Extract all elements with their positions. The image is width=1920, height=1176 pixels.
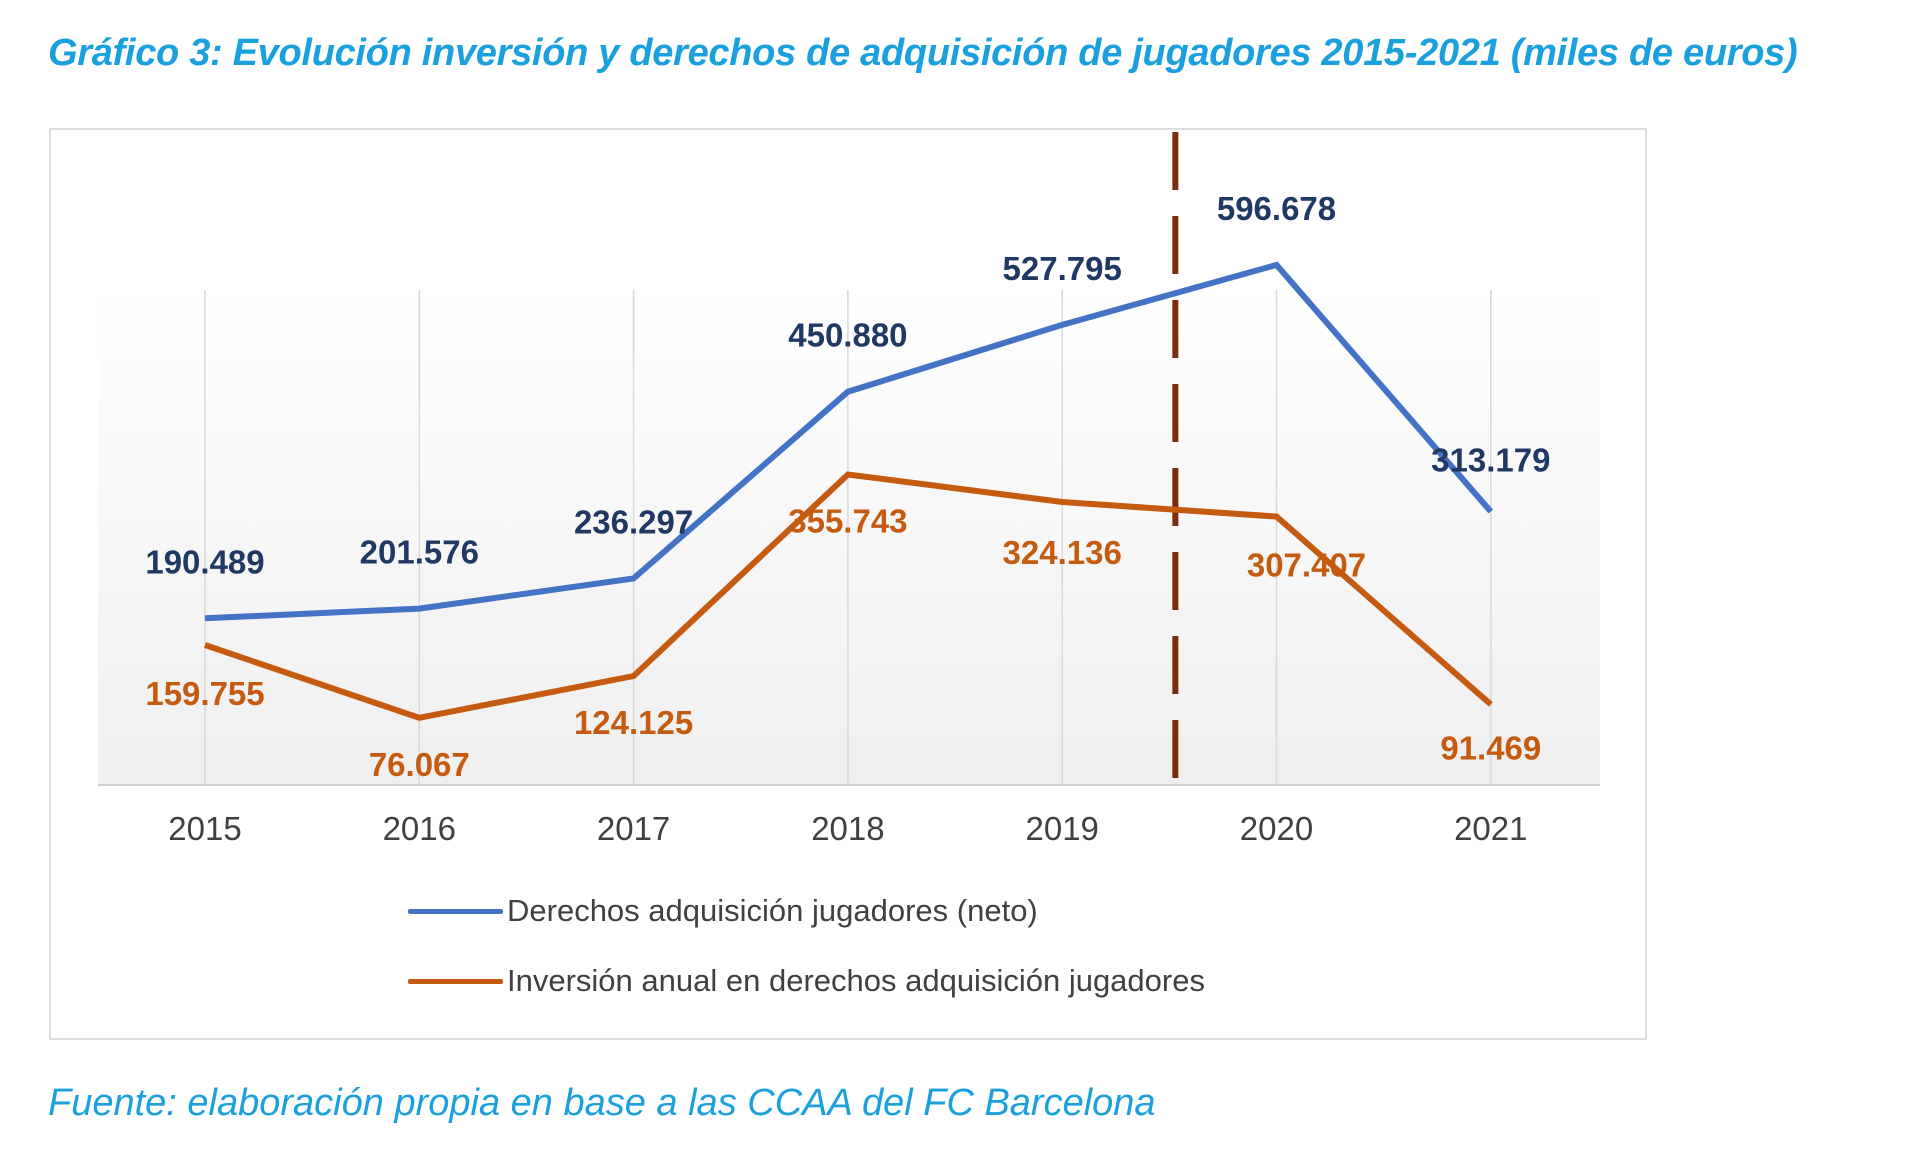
- legend-item-derechos: Derechos adquisición jugadores (neto): [408, 893, 1038, 929]
- x-tick-label: 2021: [1454, 810, 1527, 847]
- data-label-inversion: 307.407: [1247, 547, 1366, 584]
- x-tick-label: 2015: [168, 810, 241, 847]
- data-label-inversion: 124.125: [574, 704, 693, 741]
- series-line-inversion: [204, 471, 1493, 721]
- data-label-inversion: 76.067: [369, 746, 470, 783]
- data-label-derechos: 450.880: [788, 317, 907, 354]
- data-label-inversion: 355.743: [788, 503, 907, 540]
- x-tick-label: 2016: [383, 810, 456, 847]
- legend-item-inversion: Inversión anual en derechos adquisición …: [408, 963, 1205, 999]
- legend-label-inversion: Inversión anual en derechos adquisición …: [507, 963, 1205, 998]
- data-label-derechos: 527.795: [1003, 250, 1122, 287]
- data-label-derechos: 201.576: [360, 534, 479, 571]
- series-line-derechos: [204, 261, 1494, 622]
- legend-label-derechos: Derechos adquisición jugadores (neto): [507, 893, 1038, 928]
- source-note: Fuente: elaboración propia en base a las…: [48, 1082, 1156, 1124]
- data-label-inversion: 159.755: [145, 675, 264, 712]
- data-label-inversion: 91.469: [1440, 729, 1541, 766]
- chart-title: Gráfico 3: Evolución inversión y derecho…: [48, 32, 1798, 74]
- plot-area: [98, 290, 1600, 785]
- data-label-derechos: 596.678: [1217, 190, 1336, 227]
- x-tick-label: 2020: [1240, 810, 1313, 847]
- x-tick-label: 2019: [1025, 810, 1098, 847]
- x-tick-label: 2017: [597, 810, 670, 847]
- legend-swatch-inversion: [408, 978, 503, 984]
- data-label-derechos: 190.489: [145, 543, 264, 580]
- legend-swatch-derechos: [408, 908, 503, 914]
- data-label-derechos: 236.297: [574, 503, 693, 540]
- data-label-inversion: 324.136: [1003, 534, 1122, 571]
- data-label-derechos: 313.179: [1431, 442, 1550, 479]
- x-tick-label: 2018: [811, 810, 884, 847]
